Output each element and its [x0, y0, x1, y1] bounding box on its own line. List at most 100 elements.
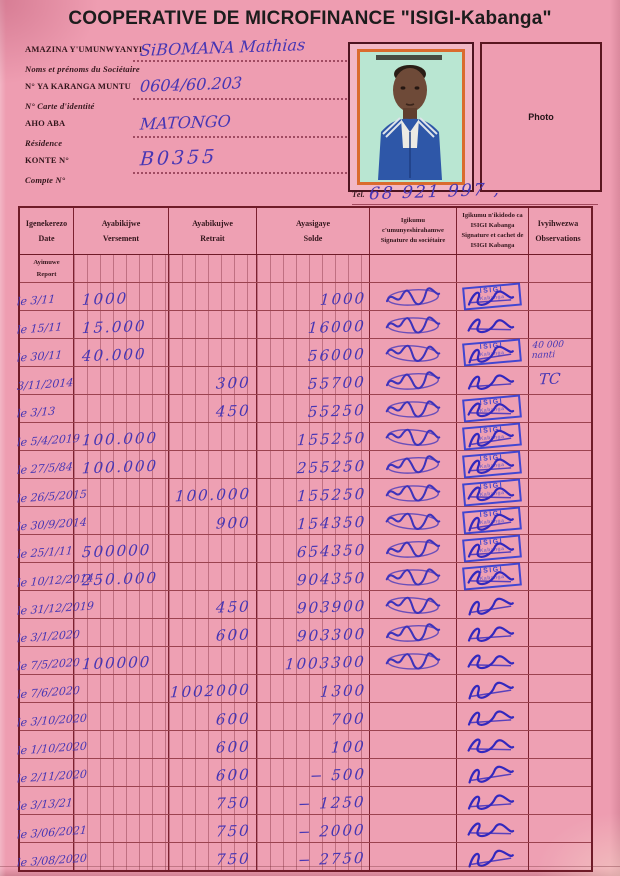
cell-date: le 26/5/2015 [17, 479, 87, 506]
report-row: Ayimuwe Report [20, 255, 591, 283]
isigi-signature [467, 402, 515, 418]
entry-solde: − 500 [309, 764, 367, 786]
cell-versement: 500000 [74, 535, 169, 562]
entry-solde: − 2000 [297, 820, 367, 842]
cell-solde: − 2750 [257, 843, 370, 870]
cell-observation [529, 311, 587, 338]
field-label-residence-rn: AHO ABA [25, 118, 66, 128]
cell-versement: 250.000 [74, 563, 169, 590]
cell-member-signature [370, 787, 457, 814]
cell-member-signature [370, 731, 457, 758]
field-line-residence [133, 116, 347, 138]
isigi-signature [467, 738, 515, 754]
entry-date: le 7/6/2020 [16, 683, 81, 702]
isigi-signature [467, 822, 515, 838]
field-label-id-fr: N° Carte d'identité [25, 101, 95, 111]
entry-observation: 40 000 nanti [531, 339, 565, 361]
cell-isigi-signature: ISIGI Kabanga [457, 534, 529, 563]
cell-isigi-signature [457, 675, 529, 702]
isigi-signature [468, 429, 514, 448]
entry-solde: 100 [330, 737, 367, 757]
cell-member-signature [370, 423, 457, 450]
isigi-signature [467, 626, 515, 642]
cell-isigi-signature [457, 619, 529, 646]
cell-member-signature [370, 479, 457, 506]
telephone-value: 68 921 997 , [368, 179, 502, 205]
entry-retrait: 100.000 [174, 484, 252, 506]
cell-solde: 903300 [257, 619, 370, 646]
cell-member-signature [370, 675, 457, 702]
table-row: 3/11/2014 300 55700 TC [17, 367, 591, 395]
cell-member-signature [370, 395, 457, 422]
cell-versement: 1000 [74, 283, 169, 310]
cell-member-signature [370, 759, 457, 786]
column-header-date: Igenekerezo Date [20, 208, 74, 254]
entry-retrait: 600 [215, 765, 252, 785]
cell-isigi-signature: ISIGI Kabanga [457, 506, 529, 535]
cell-observation [529, 759, 587, 786]
cell-member-signature [370, 703, 457, 730]
page-title: COOPERATIVE DE MICROFINANCE "ISIGI-Kaban… [68, 8, 552, 29]
telephone-label: Tél. [352, 190, 365, 199]
field-line-id [133, 78, 347, 100]
cell-solde: − 500 [257, 759, 370, 786]
cell-isigi-signature [457, 647, 529, 674]
member-signature [385, 287, 441, 306]
entry-solde: 1000 [319, 289, 367, 309]
entry-date: le 25/1/11 [16, 544, 74, 561]
cell-observation [529, 479, 587, 506]
cell-observation [529, 647, 587, 674]
cell-retrait: 750 [169, 843, 257, 870]
member-portrait-image [360, 52, 460, 180]
isigi-signature [467, 542, 515, 558]
cell-isigi-signature: ISIGI Kabanga [457, 338, 529, 367]
entry-solde: 55250 [307, 400, 367, 422]
table-row: le 30/11 40.000 56000 ISIGI Kabanga [17, 338, 591, 367]
photo-placeholder-label: Photo [528, 112, 554, 122]
cell-retrait: 600 [169, 703, 257, 730]
cell-observation [529, 507, 587, 534]
member-photo [357, 49, 465, 185]
entry-solde: − 1250 [297, 792, 367, 814]
entry-retrait: 750 [215, 821, 252, 841]
table-row: le 3/08/2020 750 − 2750 [17, 843, 591, 870]
cell-isigi-signature: ISIGI Kabanga [457, 282, 529, 311]
cell-date: le 31/12/2019 [17, 591, 94, 618]
cell-date: le 7/6/2020 [17, 675, 80, 702]
cell-observation [529, 703, 587, 730]
cell-solde: 100 [257, 731, 370, 758]
cell-date: le 2/11/2020 [17, 759, 87, 786]
cell-solde: 55250 [257, 395, 370, 422]
cell-observation [529, 619, 587, 646]
cell-solde: 56000 [257, 339, 370, 366]
table-row: le 2/11/2020 600 − 500 [17, 759, 591, 787]
cell-retrait: 750 [169, 815, 257, 842]
table-row: le 3/11 1000 1000 ISIGI Kabanga [17, 282, 591, 311]
isigi-signature [467, 486, 515, 502]
cell-member-signature [370, 619, 457, 646]
cell-observation [529, 423, 587, 450]
cell-member-signature [370, 563, 457, 590]
field-value-account: B0355 [139, 145, 219, 171]
table-row: le 30/9/2014 900 154350 ISIGI Kabanga [17, 506, 591, 535]
entry-solde: 903300 [296, 624, 367, 646]
table-row: le 3/10/2020 600 700 [17, 703, 591, 731]
cell-date: le 7/5/2020 [17, 647, 80, 674]
cell-versement [74, 367, 169, 394]
cell-versement [74, 787, 169, 814]
cell-date: le 3/10/2020 [17, 703, 87, 730]
member-signature [385, 316, 441, 334]
cell-member-signature [370, 339, 457, 366]
entry-versement: 500000 [81, 540, 152, 562]
cell-date: le 3/06/2021 [17, 815, 87, 842]
cell-versement [74, 619, 169, 646]
member-signature [385, 512, 441, 530]
cell-isigi-signature [457, 843, 529, 870]
cell-retrait: 600 [169, 731, 257, 758]
cell-member-signature [370, 535, 457, 562]
cell-observation [529, 395, 587, 422]
cell-date: le 5/4/2019 [17, 423, 80, 450]
cell-retrait: 600 [169, 759, 257, 786]
table-row: le 10/12/2014 250.000 904350 ISIGI Kabang… [17, 562, 591, 591]
table-row: le 31/12/2019 450 903900 [17, 591, 591, 619]
